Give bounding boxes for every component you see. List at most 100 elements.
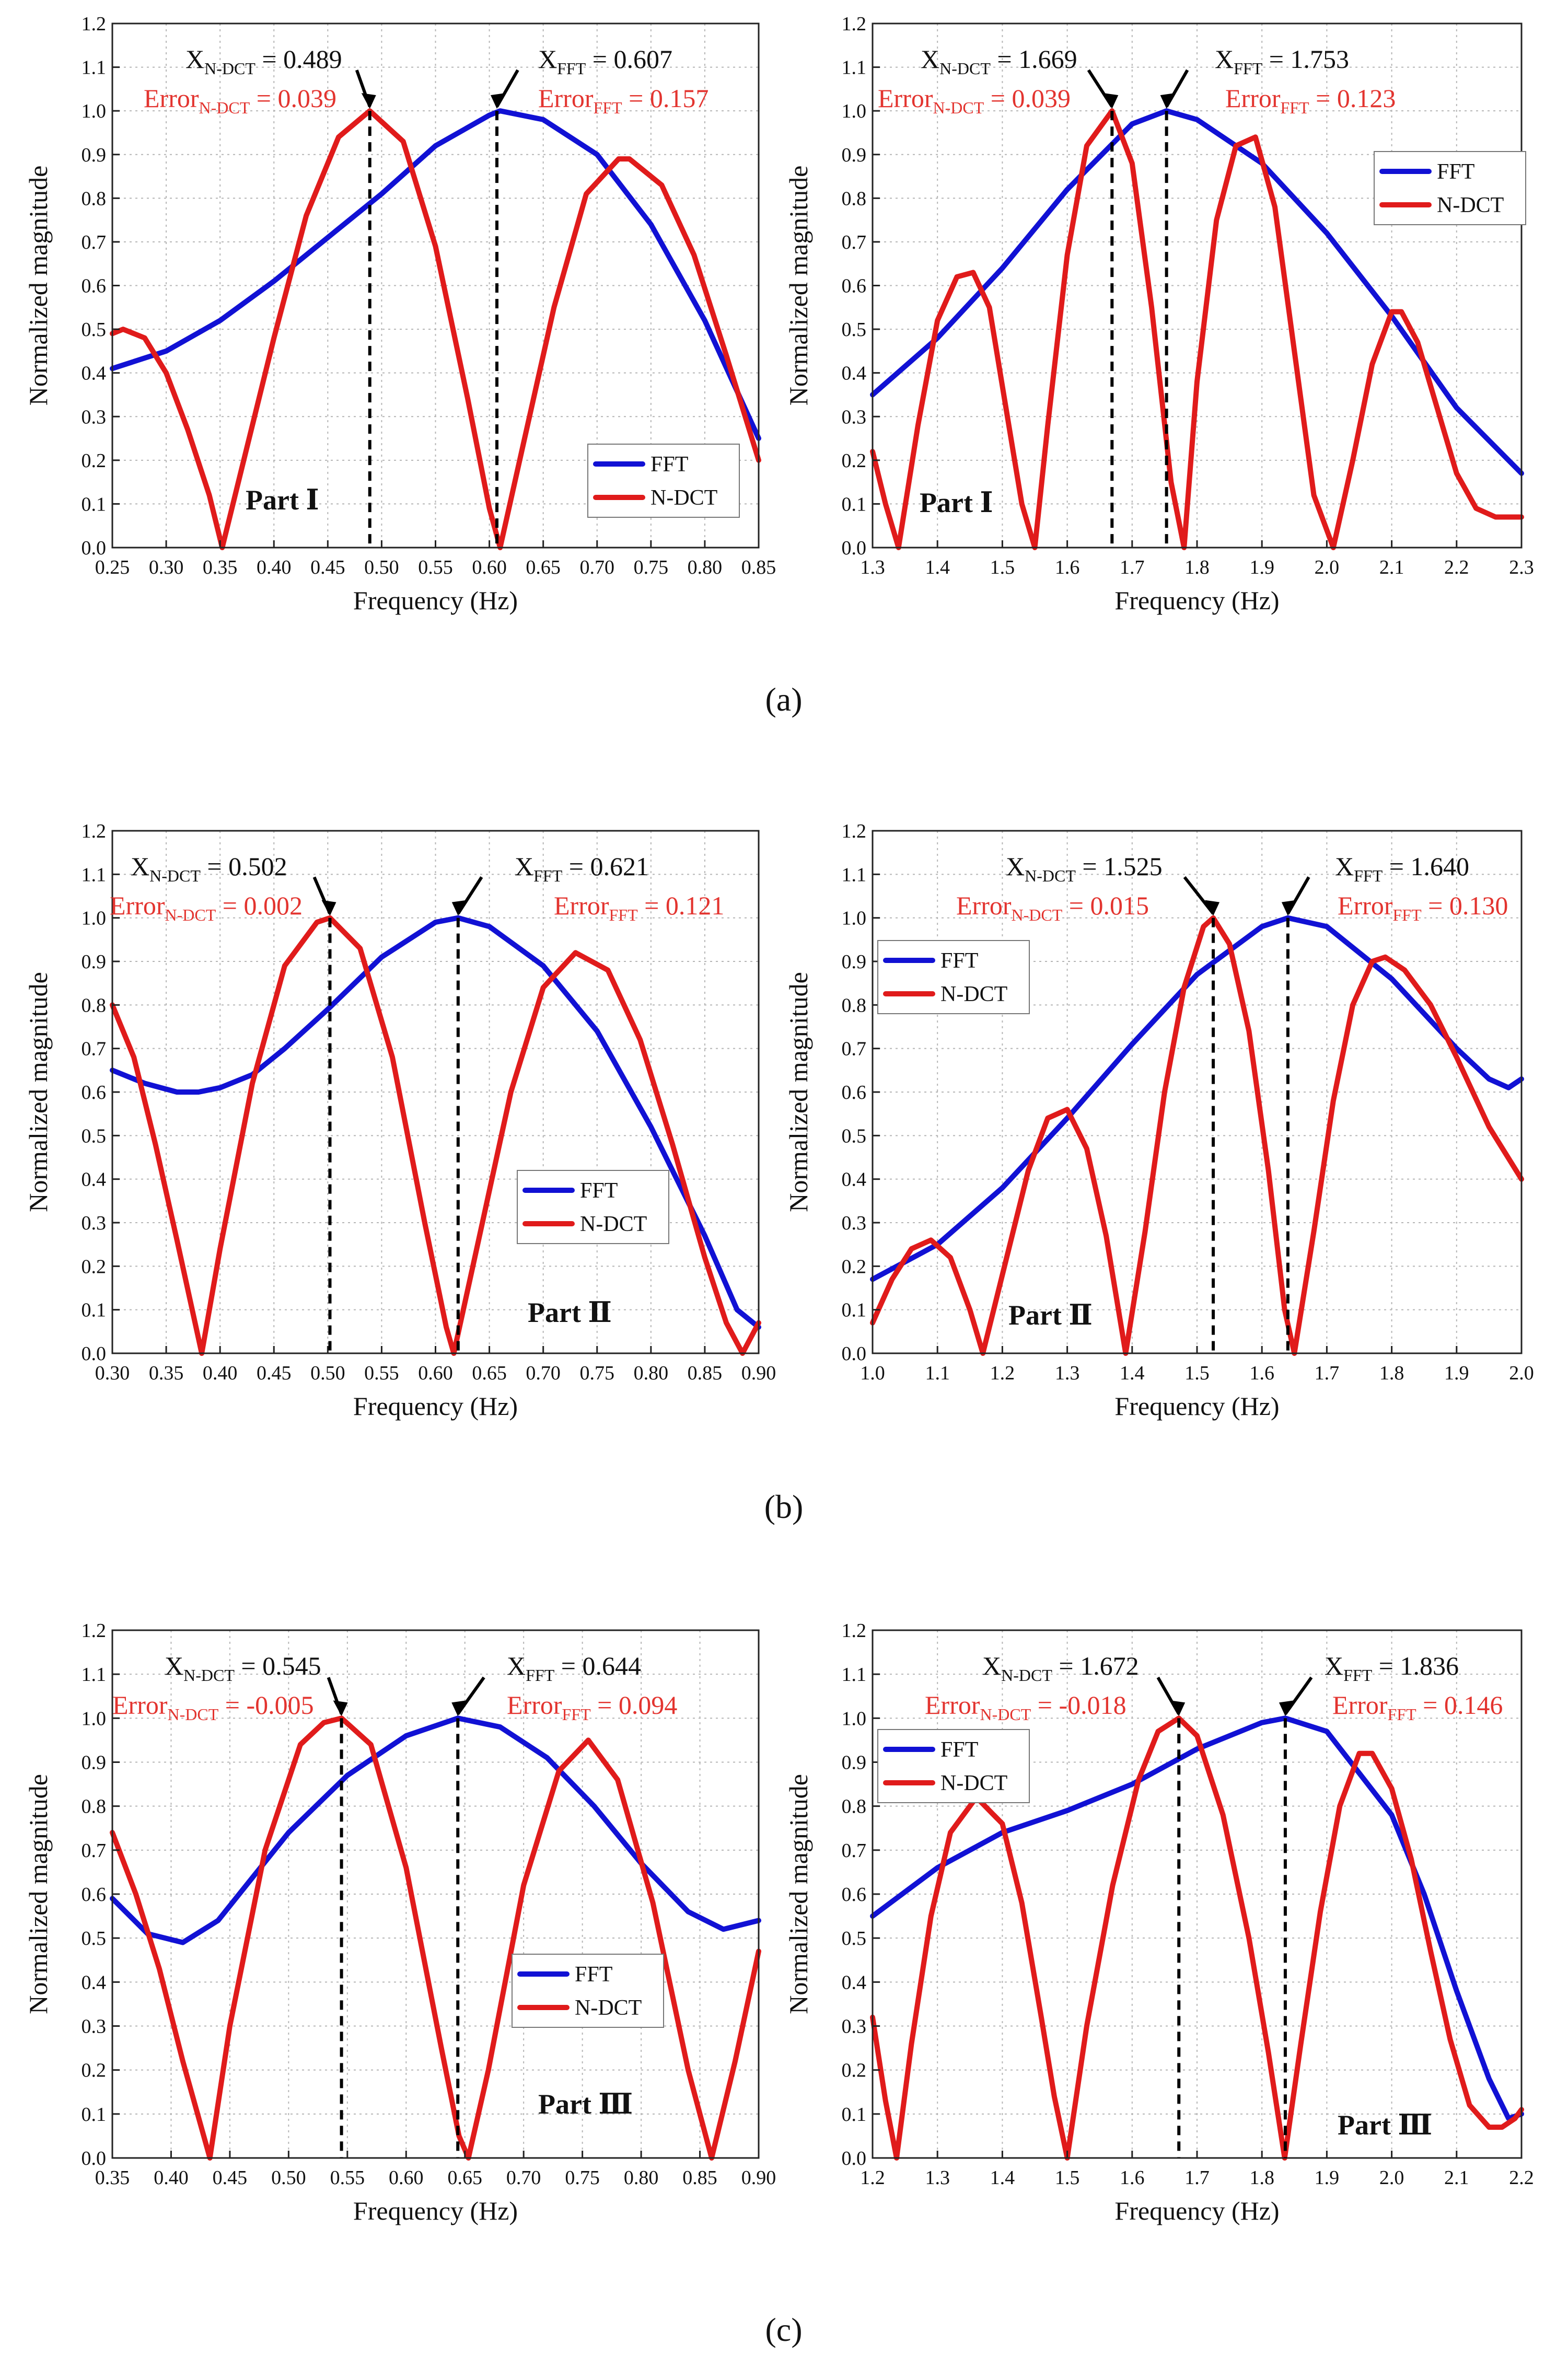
fft-peak-annotation: XFFT = 0.621: [515, 852, 649, 885]
y-tick-label: 1.1: [82, 1664, 107, 1686]
fft-peak-annotation-main: X: [507, 1651, 526, 1680]
x-tick-label: 1.6: [1055, 556, 1080, 578]
y-tick-label: 1.1: [82, 864, 107, 886]
ndct-error-annotation-sub: N-DCT: [933, 98, 984, 117]
x-tick-label: 1.4: [1120, 1362, 1145, 1384]
x-tick-label: 1.7: [1315, 1362, 1340, 1384]
fft-error-annotation-value: = 0.094: [591, 1690, 678, 1720]
x-tick-label: 1.8: [1379, 1362, 1404, 1384]
ndct-error-annotation: ErrorN-DCT = 0.002: [110, 891, 303, 924]
fft-error-annotation-sub: FFT: [609, 906, 638, 924]
fft-peak-annotation-main: X: [1215, 44, 1234, 74]
fft-error-annotation-sub: FFT: [594, 98, 623, 117]
x-tick-label: 0.90: [741, 2167, 776, 2189]
x-tick-label: 1.7: [1184, 2167, 1210, 2189]
y-tick-label: 0.8: [842, 994, 867, 1016]
x-tick-label: 2.1: [1444, 2167, 1469, 2189]
ndct-error-annotation-value: = -0.018: [1031, 1690, 1126, 1720]
fft-peak-annotation: XFFT = 1.640: [1335, 852, 1469, 885]
x-tick-label: 0.35: [203, 556, 238, 578]
x-tick-label: 1.6: [1120, 2167, 1145, 2189]
ndct-peak-annotation-sub: N-DCT: [1001, 1666, 1052, 1685]
y-tick-label: 0.6: [842, 1082, 867, 1104]
x-tick-label: 1.4: [990, 2167, 1015, 2189]
fft-peak-annotation-sub: FFT: [1343, 1666, 1373, 1685]
x-tick-label: 0.85: [741, 556, 776, 578]
chart-1: 0.25 0.30 0.35 0.40 0.45 0.50 0.55 0.60 0.65 0.70…: [24, 13, 776, 615]
fft-error-annotation-main: Error: [507, 1690, 562, 1720]
series-line-fft: [110, 108, 761, 441]
x-tick-label: 0.85: [682, 2167, 717, 2189]
fft-peak-annotation-value: = 0.621: [562, 852, 649, 881]
y-tick-label: 0.8: [82, 1796, 107, 1818]
legend-label-ndct: N-DCT: [651, 486, 717, 510]
y-tick-label: 0.6: [842, 1884, 867, 1906]
ndct-peak-annotation-sub: N-DCT: [204, 59, 255, 78]
ndct-arrow-head: [1170, 1700, 1186, 1716]
x-tick-label: 0.55: [364, 1362, 399, 1384]
y-axis-label: Normalized magnitude: [24, 1774, 53, 2014]
legend-label-fft: FFT: [575, 1963, 612, 1987]
x-tick-label: 0.55: [330, 2167, 365, 2189]
x-tick-label: 0.60: [389, 2167, 424, 2189]
x-tick-label: 1.2: [860, 2167, 885, 2189]
ndct-error-annotation: ErrorN-DCT = -0.005: [112, 1690, 314, 1724]
part-label: Part Ⅰ: [246, 484, 319, 516]
x-tick-label: 0.90: [741, 1362, 776, 1384]
x-tick-label: 0.85: [688, 1362, 723, 1384]
x-axis-label: Frequency (Hz): [1114, 1391, 1279, 1421]
ndct-peak-annotation-main: X: [165, 1651, 183, 1680]
y-tick-label: 0.9: [82, 144, 107, 166]
y-axis-label: Normalized magnitude: [24, 166, 53, 406]
fft-error-annotation-sub: FFT: [1281, 98, 1310, 117]
y-tick-label: 0.2: [842, 450, 867, 472]
y-tick-label: 0.0: [82, 2148, 107, 2169]
legend-label-fft: FFT: [940, 1738, 978, 1762]
chart-3: 0.30 0.35 0.40 0.45 0.50 0.55 0.60 0.65 0.70 0.75…: [24, 820, 776, 1421]
y-tick-label: 0.5: [82, 1928, 107, 1949]
y-tick-label: 0.4: [82, 1169, 107, 1191]
legend: FFT N-DCT: [877, 940, 1030, 1014]
x-tick-label: 0.45: [257, 1362, 292, 1384]
ndct-error-annotation: ErrorN-DCT = 0.039: [144, 84, 336, 117]
fft-error-annotation: ErrorFFT = 0.146: [1332, 1690, 1503, 1724]
ndct-peak-annotation-value: = 0.545: [235, 1651, 321, 1680]
y-tick-label: 0.2: [82, 450, 107, 472]
y-tick-label: 0.4: [842, 1971, 867, 1993]
x-tick-label: 0.70: [526, 1362, 561, 1384]
ndct-peak-annotation-value: = 1.672: [1052, 1651, 1139, 1680]
fft-error-annotation: ErrorFFT = 0.121: [554, 891, 724, 924]
fft-error-annotation-value: = 0.121: [638, 891, 725, 920]
fft-error-annotation-main: Error: [1225, 84, 1281, 113]
y-tick-label: 0.9: [842, 144, 867, 166]
legend-label-fft: FFT: [1437, 160, 1474, 184]
x-tick-label: 0.55: [418, 556, 453, 578]
ndct-peak-annotation: XN-DCT = 1.669: [921, 44, 1077, 78]
y-tick-label: 0.7: [82, 231, 107, 253]
x-tick-label: 1.0: [860, 1362, 885, 1384]
ndct-arrow: [1156, 1676, 1186, 1716]
legend: FFT N-DCT: [1374, 151, 1526, 225]
y-tick-label: 1.0: [82, 100, 107, 122]
fft-peak-annotation: XFFT = 0.607: [538, 44, 672, 78]
y-axis-label: Normalized magnitude: [784, 1774, 813, 2014]
ndct-peak-annotation-sub: N-DCT: [183, 1666, 235, 1685]
legend: FFT N-DCT: [512, 1954, 664, 2028]
fft-peak-annotation-main: X: [515, 852, 533, 881]
y-tick-label: 0.3: [842, 2016, 867, 2038]
series-line-fft: [870, 915, 1524, 1282]
x-tick-label: 0.70: [580, 556, 615, 578]
fft-peak-annotation: XFFT = 1.836: [1325, 1651, 1459, 1685]
ndct-arrow-head: [321, 900, 336, 916]
x-tick-label: 0.30: [95, 1362, 130, 1384]
ndct-arrow-shaft: [1183, 876, 1215, 915]
y-tick-label: 0.9: [842, 951, 867, 973]
x-tick-label: 1.6: [1249, 1362, 1274, 1384]
ndct-arrow-head: [1104, 93, 1119, 109]
ndct-peak-annotation-main: X: [1006, 852, 1025, 881]
legend-label-ndct: N-DCT: [1437, 193, 1504, 217]
series-line-n-dct: [110, 108, 761, 550]
y-tick-label: 1.1: [82, 57, 107, 79]
ndct-peak-annotation-sub: N-DCT: [1025, 866, 1076, 885]
x-tick-label: 1.9: [1444, 1362, 1469, 1384]
